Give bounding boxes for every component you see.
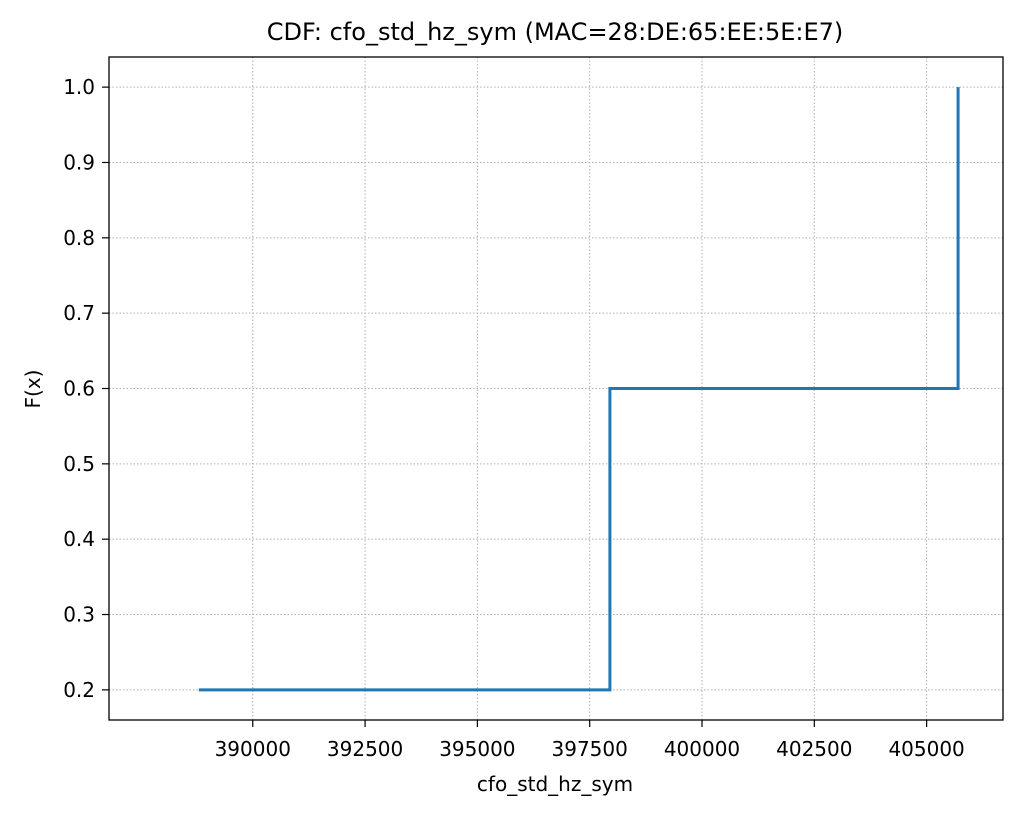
x-tick-label: 400000 [664,737,740,761]
axis-ticks: 390000 392500 395000 397500 400000 402500 4050… [63,75,965,761]
y-tick-label: 0.8 [63,226,95,250]
x-tick-label: 392500 [327,737,403,761]
x-tick-label: 402500 [776,737,852,761]
x-tick-label: 397500 [552,737,628,761]
y-tick-label: 0.9 [63,150,95,174]
x-axis-label: cfo_std_hz_sym [477,772,633,796]
y-tick-label: 0.4 [63,527,95,551]
y-tick-label: 1.0 [63,75,95,99]
y-tick-label: 0.6 [63,377,95,401]
y-axis-label: F(x) [21,370,45,409]
y-tick-label: 0.5 [63,452,95,476]
y-tick-label: 0.3 [63,603,95,627]
cdf-step-line [198,87,960,692]
x-tick-label: 390000 [215,737,291,761]
x-tick-label: 395000 [439,737,515,761]
x-tick-label: 405000 [888,737,964,761]
y-tick-label: 0.2 [63,678,95,702]
series-layer [198,87,960,692]
chart-title: CDF: cfo_std_hz_sym (MAC=28:DE:65:EE:5E:… [267,18,844,46]
y-tick-label: 0.7 [63,301,95,325]
